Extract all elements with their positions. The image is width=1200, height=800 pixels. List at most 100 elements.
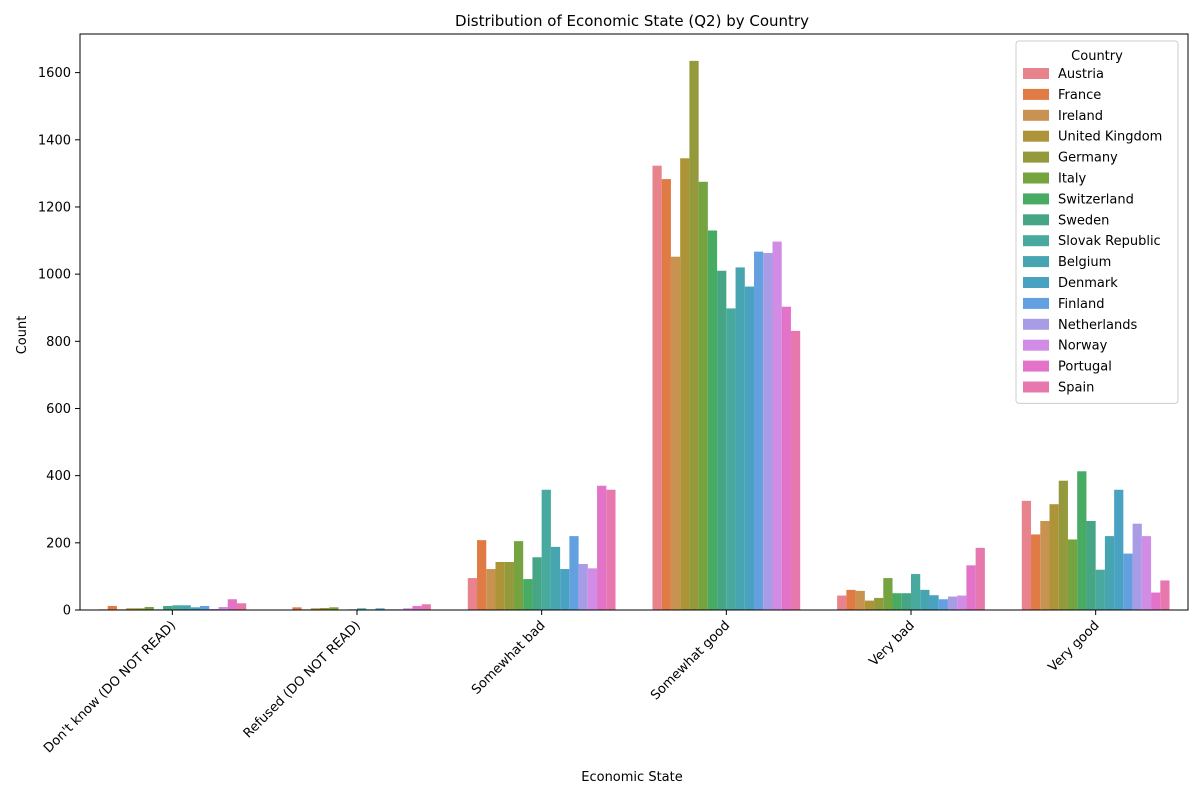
- bar-united-kingdom-4: [864, 600, 875, 610]
- bar-italy-2: [513, 541, 524, 610]
- bar-germany-0: [135, 608, 145, 610]
- bar-sweden-2: [532, 557, 542, 610]
- y-tick-label: 600: [46, 402, 71, 417]
- legend-label: Italy: [1058, 172, 1087, 187]
- legend-title: Country: [1071, 49, 1123, 64]
- bar-portugal-5: [1151, 592, 1161, 610]
- legend-box: [1015, 40, 1179, 404]
- bar-slovak-republic-1: [357, 608, 367, 610]
- bar-united-kingdom-3: [680, 158, 690, 610]
- bar-sweden-5: [1086, 521, 1096, 610]
- bar-italy-0: [144, 606, 154, 610]
- bar-spain-5: [1160, 580, 1170, 610]
- bar-switzerland-5: [1077, 471, 1087, 610]
- bar-denmark-3: [744, 286, 755, 610]
- bar-france-4: [846, 589, 856, 610]
- legend-label: Denmark: [1058, 276, 1118, 291]
- bar-germany-4: [874, 597, 884, 610]
- legend-label: Spain: [1058, 381, 1094, 396]
- legend-label: Switzerland: [1058, 192, 1134, 207]
- bar-norway-3: [772, 241, 782, 610]
- bar-belgium-4: [920, 589, 930, 610]
- y-tick-label: 400: [46, 469, 71, 484]
- bar-portugal-4: [966, 565, 976, 610]
- bar-spain-3: [790, 330, 801, 610]
- bar-united-kingdom-2: [495, 561, 505, 610]
- bar-belgium-0: [181, 605, 191, 610]
- bar-united-kingdom-0: [126, 608, 136, 610]
- bar-italy-5: [1067, 539, 1078, 610]
- bar-spain-1: [421, 604, 431, 610]
- bar-norway-1: [403, 608, 413, 610]
- legend-swatch: [1023, 68, 1049, 79]
- bar-france-5: [1031, 534, 1041, 610]
- bar-denmark-4: [929, 595, 939, 610]
- bar-norway-5: [1141, 536, 1152, 610]
- bar-france-1: [292, 607, 302, 610]
- bar-slovak-republic-0: [172, 605, 182, 610]
- plot-frame: [79, 33, 1189, 611]
- legend-label: Austria: [1058, 67, 1104, 82]
- bar-italy-3: [698, 181, 708, 610]
- legend: Country Austria France Ireland United Kingdo…: [1015, 40, 1179, 404]
- bar-germany-2: [504, 561, 514, 610]
- bar-austria-3: [652, 165, 662, 610]
- legend-label: Finland: [1058, 297, 1104, 312]
- y-tick-label: 1000: [38, 268, 71, 283]
- bar-netherlands-0: [209, 608, 219, 610]
- bar-austria-2: [467, 578, 478, 610]
- bar-sweden-0: [163, 605, 173, 610]
- bar-finland-3: [754, 251, 764, 610]
- bar-france-3: [661, 179, 671, 610]
- bar-sweden-3: [717, 270, 727, 610]
- bar-ireland-2: [486, 569, 496, 610]
- legend-label: Ireland: [1058, 109, 1103, 124]
- bar-denmark-5: [1114, 489, 1124, 610]
- bar-portugal-0: [227, 599, 237, 610]
- legend-swatch: [1023, 297, 1049, 309]
- bar-portugal-3: [781, 306, 791, 610]
- bar-norway-0: [218, 606, 228, 610]
- legend-swatch: [1023, 193, 1049, 205]
- bar-spain-0: [236, 603, 247, 610]
- bar-netherlands-4: [947, 596, 958, 610]
- bar-germany-1: [320, 607, 330, 610]
- bar-netherlands-2: [578, 563, 588, 610]
- bar-portugal-2: [597, 485, 607, 610]
- legend-label: Netherlands: [1058, 318, 1137, 333]
- legend-swatch: [1023, 339, 1049, 351]
- bar-france-2: [477, 540, 487, 610]
- bar-slovak-republic-3: [726, 308, 736, 610]
- bar-norway-2: [587, 568, 598, 610]
- x-axis-title: Economic State: [581, 770, 682, 785]
- chart-title: Distribution of Economic State (Q2) by C…: [455, 12, 809, 30]
- legend-swatch: [1023, 256, 1049, 268]
- bar-spain-4: [975, 547, 985, 610]
- legend-label: Norway: [1058, 339, 1108, 354]
- bar-switzerland-3: [707, 230, 718, 611]
- bar-united-kingdom-1: [310, 608, 321, 610]
- bar-slovak-republic-4: [911, 574, 921, 610]
- legend-swatch: [1023, 360, 1049, 372]
- legend-label: Portugal: [1058, 360, 1112, 375]
- legend-swatch: [1023, 130, 1049, 142]
- bar-austria-4: [837, 595, 847, 610]
- bar-austria-5: [1021, 500, 1032, 610]
- bar-finland-0: [200, 605, 210, 610]
- bar-germany-3: [689, 60, 699, 611]
- bar-ireland-3: [670, 256, 681, 610]
- bar-finland-2: [569, 536, 579, 610]
- bar-denmark-2: [560, 569, 570, 610]
- bar-sweden-4: [901, 593, 911, 610]
- bar-portugal-1: [412, 605, 422, 610]
- legend-label: Sweden: [1058, 213, 1109, 228]
- legend-swatch: [1023, 88, 1049, 100]
- y-tick-label: 1400: [38, 133, 71, 148]
- bar-ireland-5: [1040, 521, 1050, 610]
- legend-swatch: [1023, 151, 1049, 163]
- legend-swatch: [1023, 277, 1049, 288]
- legend-label: France: [1058, 88, 1101, 103]
- bar-switzerland-4: [892, 593, 902, 610]
- bar-denmark-1: [375, 608, 385, 610]
- y-tick-label: 1200: [38, 200, 71, 215]
